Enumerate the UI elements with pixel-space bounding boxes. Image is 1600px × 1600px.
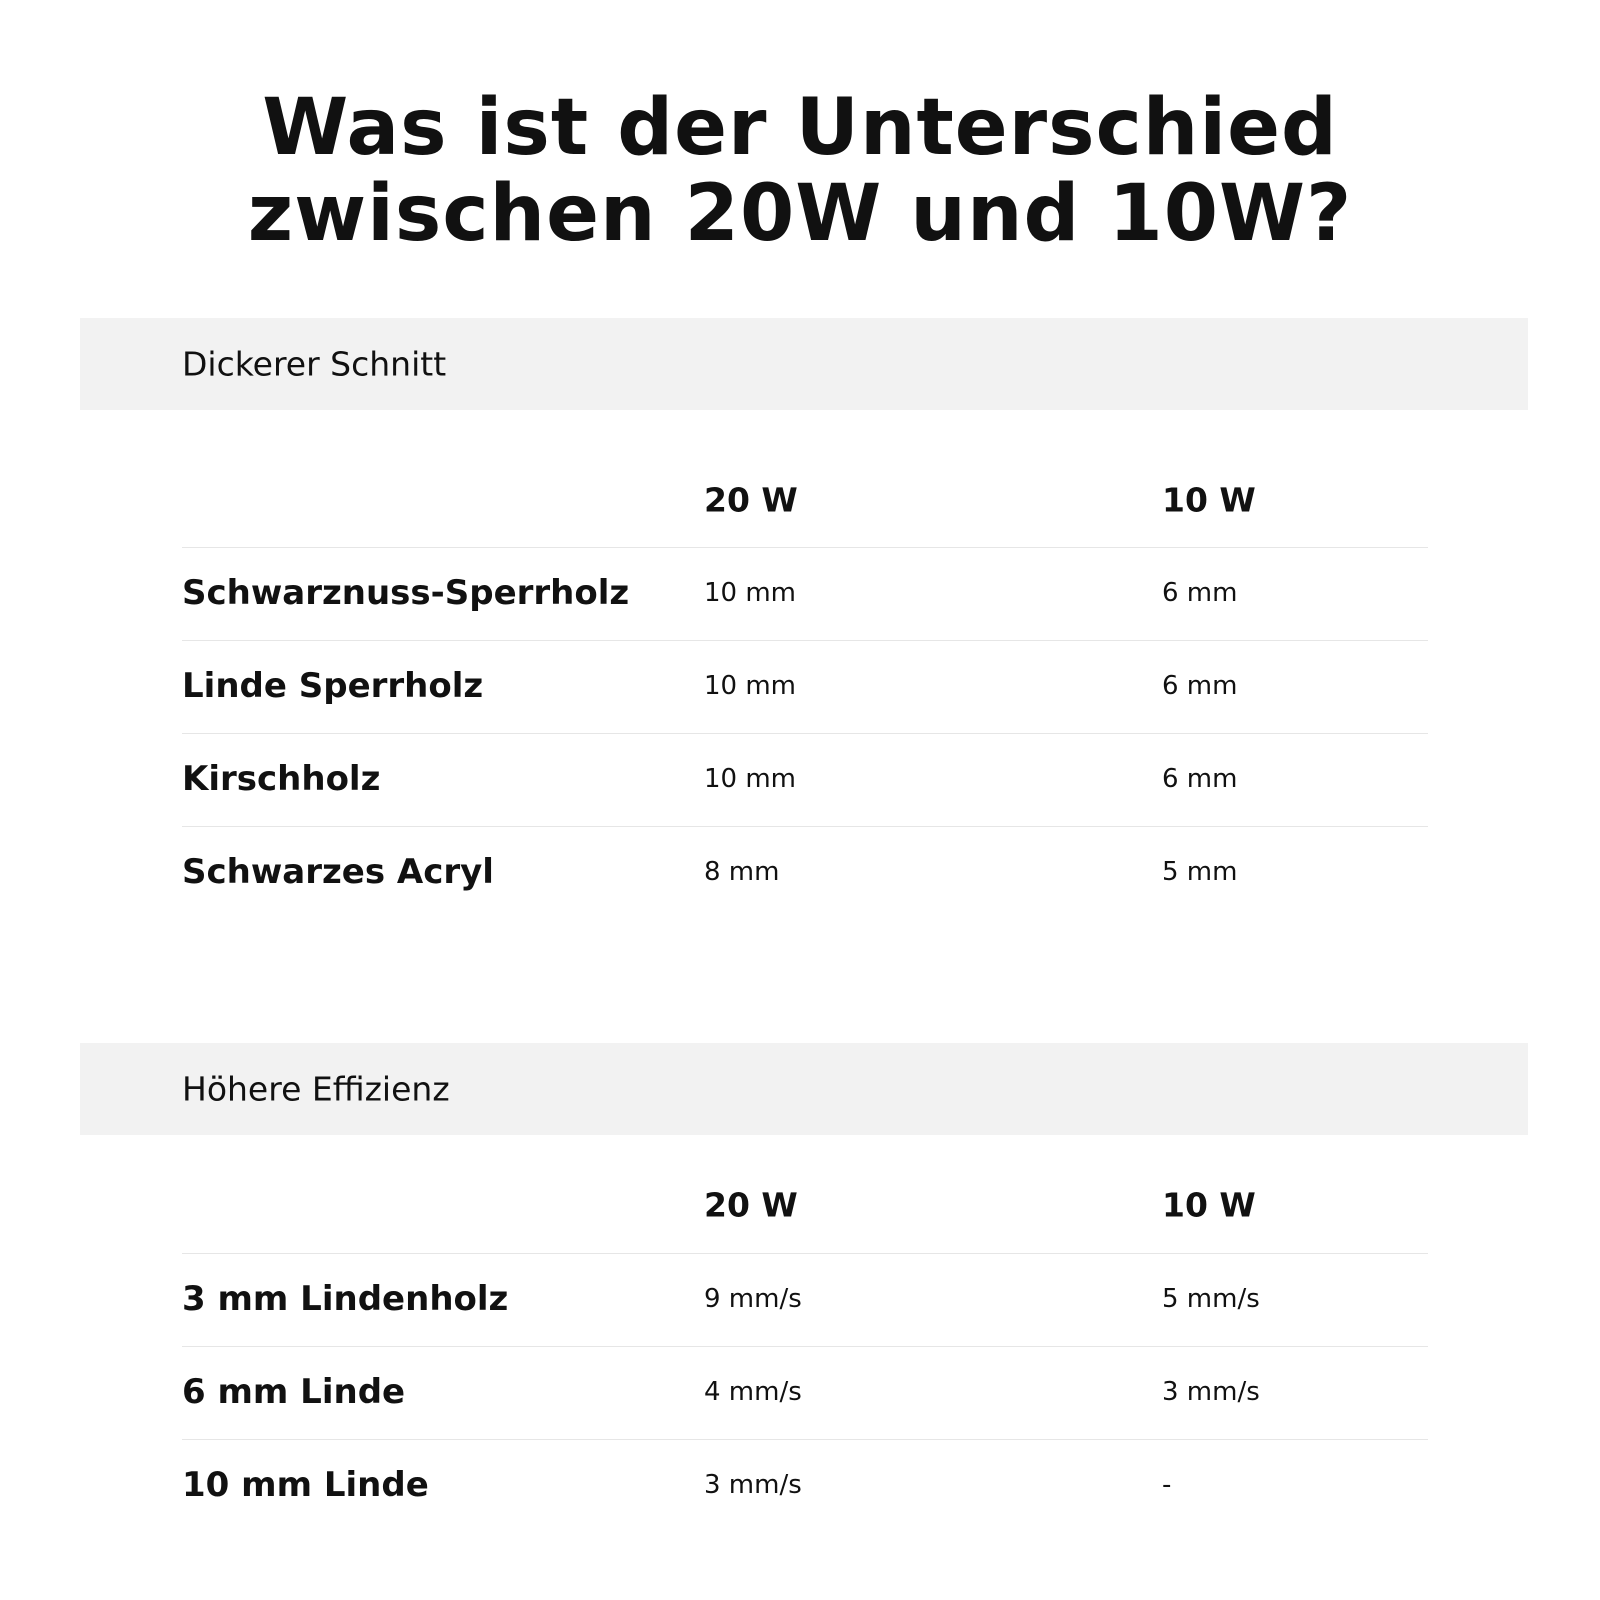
- row-label: Linde Sperrholz: [182, 666, 484, 706]
- cell-value: 10 mm: [704, 671, 797, 701]
- cell-value: 5 mm: [1162, 857, 1238, 887]
- row-label: Schwarzes Acryl: [182, 852, 494, 892]
- row-label: Kirschholz: [182, 759, 381, 799]
- cell-value: 6 mm: [1162, 764, 1238, 794]
- row-label: 3 mm Lindenholz: [182, 1279, 509, 1319]
- title-line: zwischen 20W und 10W?: [247, 169, 1353, 259]
- row-divider: [182, 640, 1428, 641]
- row-divider: [182, 1346, 1428, 1347]
- row-divider: [182, 1253, 1428, 1254]
- row-label: 6 mm Linde: [182, 1372, 406, 1412]
- title-line: Was ist der Unterschied: [262, 83, 1338, 173]
- cell-value: 3 mm/s: [1162, 1377, 1260, 1407]
- cell-value: 5 mm/s: [1162, 1284, 1260, 1314]
- column-header: 20 W: [704, 1185, 798, 1225]
- cell-value: 9 mm/s: [704, 1284, 802, 1314]
- column-header: 10 W: [1162, 1185, 1256, 1225]
- section-header: Dickerer Schnitt: [182, 344, 447, 384]
- cell-value: 6 mm: [1162, 578, 1238, 608]
- cell-value: 10 mm: [704, 764, 797, 794]
- cell-value: 4 mm/s: [704, 1377, 802, 1407]
- cell-value: 3 mm/s: [704, 1470, 802, 1500]
- column-header: 10 W: [1162, 480, 1256, 520]
- row-label: 10 mm Linde: [182, 1465, 429, 1505]
- section-band: [80, 1043, 1528, 1135]
- row-divider: [182, 1439, 1428, 1440]
- cell-value: 10 mm: [704, 578, 797, 608]
- cell-value: 6 mm: [1162, 671, 1238, 701]
- row-divider: [182, 826, 1428, 827]
- row-label: Schwarznuss-Sperrholz: [182, 573, 630, 613]
- column-header: 20 W: [704, 480, 798, 520]
- section-header: Höhere Effizienz: [182, 1069, 450, 1109]
- row-divider: [182, 733, 1428, 734]
- row-divider: [182, 547, 1428, 548]
- cell-value: 8 mm: [704, 857, 780, 887]
- section-band: [80, 318, 1528, 410]
- cell-value: -: [1162, 1470, 1172, 1500]
